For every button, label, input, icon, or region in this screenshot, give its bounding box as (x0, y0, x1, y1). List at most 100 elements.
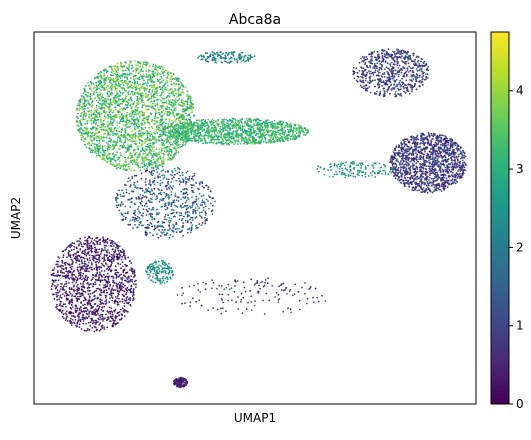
cell-point (140, 87, 143, 90)
cell-point (136, 107, 139, 110)
cell-point (141, 99, 144, 102)
cell-point (77, 121, 80, 124)
cell-point (101, 86, 104, 89)
cell-point (142, 61, 145, 64)
cell-point (115, 76, 118, 79)
cell-point (107, 146, 110, 149)
cell-point (89, 148, 92, 151)
cell-point (158, 124, 161, 127)
cell-point (144, 117, 147, 120)
cell-point (159, 133, 162, 136)
cell-point (156, 99, 158, 101)
cell-point (174, 139, 177, 142)
cell-point (121, 255, 123, 258)
cell-point (105, 117, 107, 119)
cell-point (99, 253, 102, 255)
cell-point (129, 160, 132, 162)
cell-point (140, 134, 142, 137)
cell-point (221, 118, 224, 121)
cell-point (273, 119, 276, 122)
cell-point (150, 100, 153, 103)
cell-point (154, 97, 157, 99)
cell-point (173, 101, 176, 104)
cell-point (80, 119, 83, 121)
cell-point (142, 128, 145, 131)
cell-point (111, 83, 114, 86)
cell-point (121, 118, 123, 120)
cell-point (182, 110, 185, 113)
cell-point (149, 74, 152, 77)
cell-point (109, 265, 112, 268)
cell-point (121, 120, 124, 123)
cell-point (167, 106, 170, 109)
cell-point (255, 118, 258, 121)
cell-point (101, 247, 103, 250)
cell-point (145, 70, 148, 73)
cell-point (118, 90, 121, 92)
cell-point (173, 109, 176, 112)
cell-point (166, 137, 169, 140)
cell-point (78, 240, 80, 243)
cell-point (210, 129, 213, 132)
cell-point (220, 128, 223, 131)
cell-point (136, 87, 139, 89)
cell-point (78, 263, 81, 266)
cell-point (158, 153, 160, 156)
cell-point (248, 142, 250, 145)
cell-point (99, 155, 102, 158)
cell-point (121, 277, 124, 279)
cell-point (109, 293, 112, 296)
cell-point (241, 127, 244, 130)
cell-point (88, 267, 91, 270)
cell-point (152, 80, 155, 83)
cell-point (67, 251, 70, 254)
cell-point (161, 129, 164, 131)
cell-point (213, 135, 216, 138)
cell-point (141, 140, 144, 143)
cell-point (86, 143, 89, 145)
cell-point (193, 139, 196, 142)
cell-point (163, 97, 166, 100)
cell-point (300, 126, 302, 129)
cell-point (134, 128, 136, 131)
cell-point (122, 135, 125, 137)
cell-point (69, 266, 72, 269)
cell-point (270, 136, 273, 138)
cell-point (136, 103, 139, 106)
cell-point (146, 118, 149, 121)
cell-point (215, 120, 217, 123)
cell-point (103, 326, 105, 328)
cell-point (102, 150, 105, 153)
cell-point (297, 124, 300, 127)
cell-point (118, 135, 121, 138)
cell-point (76, 121, 78, 123)
cell-point (179, 117, 182, 120)
cell-point (154, 104, 157, 107)
cell-point (110, 269, 113, 272)
cell-point (86, 264, 89, 267)
cell-point (103, 83, 106, 86)
cell-point (263, 121, 265, 123)
cell-point (141, 75, 144, 78)
cell-point (136, 99, 138, 102)
cell-point (104, 159, 107, 162)
cell-point (96, 125, 99, 127)
cell-point (122, 265, 124, 268)
cell-point (247, 138, 250, 141)
cell-point (86, 327, 89, 330)
cell-point (121, 248, 124, 251)
cell-point (284, 138, 287, 140)
cell-point (155, 88, 158, 91)
cell-point (96, 131, 98, 134)
cell-point (192, 135, 195, 138)
cell-point (118, 287, 121, 290)
cell-point (179, 121, 182, 123)
cell-point (98, 81, 100, 84)
cell-point (121, 164, 124, 167)
cell-point (225, 118, 228, 121)
cell-point (237, 121, 240, 123)
cell-point (125, 293, 127, 295)
cell-point (197, 126, 200, 129)
cell-point (125, 134, 127, 137)
cell-point (75, 285, 78, 288)
